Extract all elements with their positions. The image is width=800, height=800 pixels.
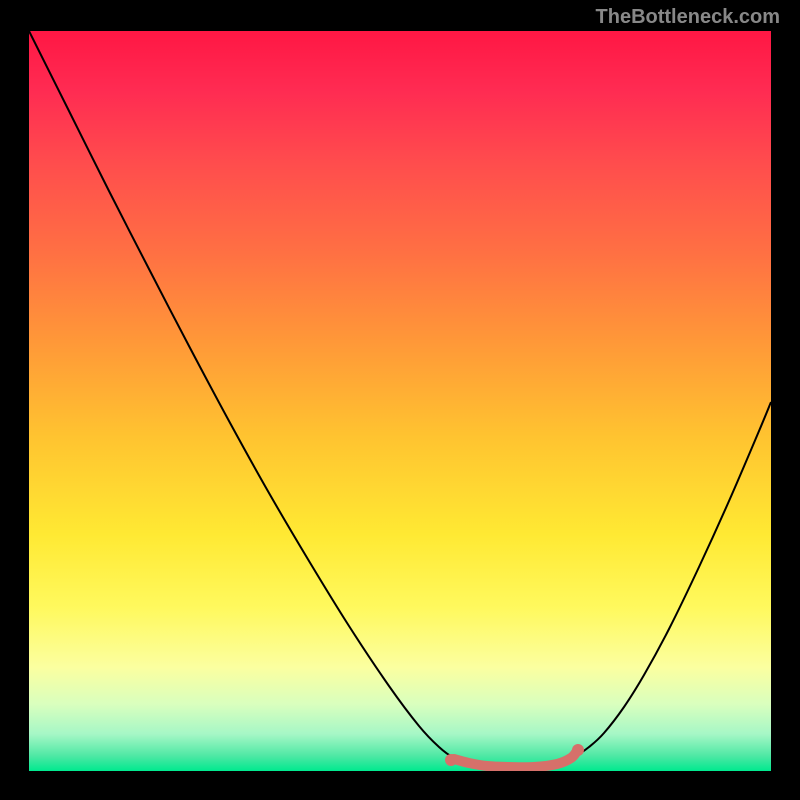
watermark-text: TheBottleneck.com bbox=[596, 6, 780, 29]
main-curve bbox=[29, 31, 771, 767]
plot-area bbox=[29, 31, 771, 771]
chart-curves bbox=[29, 31, 771, 771]
highlight-curve bbox=[454, 751, 577, 767]
